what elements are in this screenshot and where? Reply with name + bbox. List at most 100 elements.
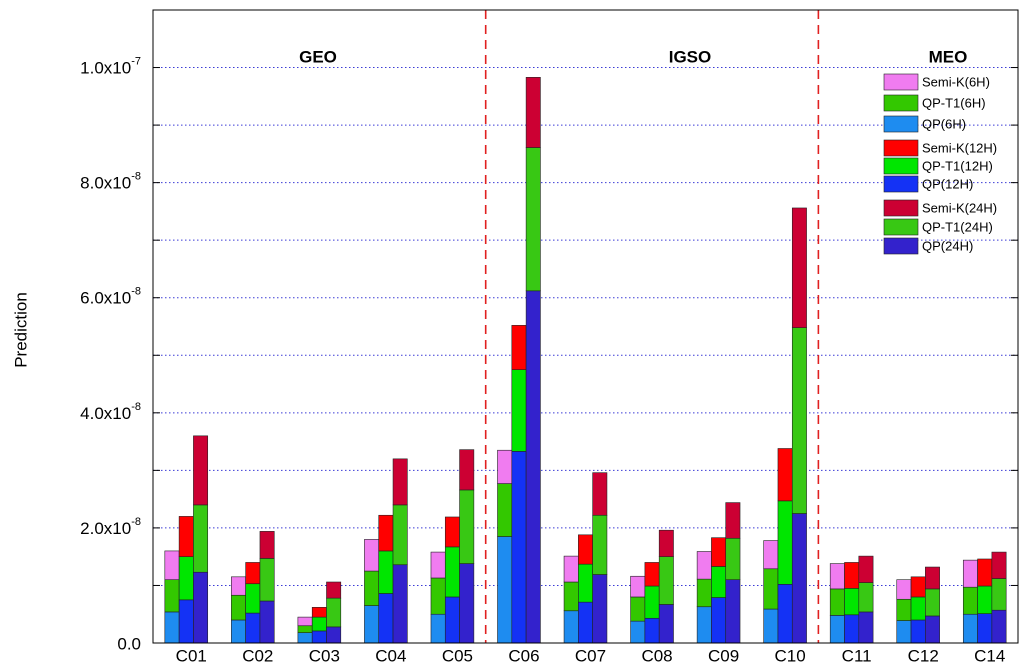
bar-segment bbox=[378, 514, 394, 552]
bar-segment bbox=[459, 449, 475, 491]
legend-swatch bbox=[883, 115, 919, 133]
bar-segment bbox=[658, 556, 674, 605]
bar-segment bbox=[791, 327, 807, 514]
bar-segment bbox=[592, 514, 608, 575]
legend-label: QP(12H) bbox=[922, 176, 973, 191]
bar-segment bbox=[178, 599, 194, 644]
bar-segment bbox=[592, 472, 608, 516]
legend-label: Semi-K(12H) bbox=[922, 140, 997, 155]
bar-segment bbox=[791, 513, 807, 644]
bar-segment bbox=[977, 613, 993, 644]
plot-frame bbox=[152, 9, 1019, 644]
bar-segment bbox=[297, 625, 313, 633]
bar-segment bbox=[364, 570, 380, 606]
bar-segment bbox=[777, 500, 793, 585]
bar-segment bbox=[896, 620, 912, 644]
bar-segment bbox=[259, 600, 275, 644]
bar-segment bbox=[858, 611, 874, 644]
bar-segment bbox=[563, 581, 579, 612]
bar-segment bbox=[193, 571, 209, 644]
bar-segment bbox=[644, 617, 660, 644]
bar-segment bbox=[430, 577, 446, 615]
bar-segment bbox=[763, 568, 779, 610]
bar-segment bbox=[525, 147, 541, 292]
x-tick-label: C01 bbox=[176, 646, 207, 665]
bar-segment bbox=[259, 531, 275, 559]
bar-segment bbox=[578, 563, 593, 603]
legend-label: QP(6H) bbox=[922, 116, 966, 131]
region-label: IGSO bbox=[669, 47, 712, 66]
bar-segment bbox=[991, 609, 1007, 644]
bar-segment bbox=[364, 539, 380, 572]
bar-segment bbox=[711, 537, 727, 567]
legend-label: QP-T1(6H) bbox=[922, 95, 986, 110]
bar-segment bbox=[829, 588, 845, 616]
bar-segment bbox=[962, 586, 978, 615]
x-tick-label: C11 bbox=[842, 646, 872, 665]
legend-swatch bbox=[883, 94, 919, 112]
bar-segment bbox=[297, 632, 313, 644]
legend-swatch bbox=[883, 237, 919, 255]
y-axis-label: Prediction bbox=[11, 292, 30, 368]
legend-label: QP-T1(12H) bbox=[922, 158, 993, 173]
bar-segment bbox=[630, 575, 646, 598]
bar-segment bbox=[910, 619, 926, 644]
bar-segment bbox=[193, 435, 209, 506]
x-tick-label: C12 bbox=[908, 646, 939, 665]
bar-segment bbox=[858, 555, 874, 583]
bar-segment bbox=[977, 558, 993, 587]
y-tick-label: 8.0x10-8 bbox=[80, 171, 141, 194]
bar-segment bbox=[925, 615, 940, 644]
bar-segment bbox=[962, 559, 978, 588]
bar-segment bbox=[430, 613, 446, 644]
x-tick-label: C03 bbox=[309, 646, 340, 665]
bar-segment bbox=[444, 596, 460, 644]
bar-segment bbox=[525, 290, 541, 644]
x-tick-label: C14 bbox=[974, 646, 1005, 665]
bar-segment bbox=[630, 596, 646, 622]
bar-segment bbox=[178, 556, 194, 601]
bar-segment bbox=[245, 612, 261, 644]
region-label: MEO bbox=[929, 47, 968, 66]
bar-segment bbox=[164, 579, 180, 613]
legend-label: Semi-K(6H) bbox=[922, 74, 990, 89]
bar-segment bbox=[725, 579, 741, 644]
bar-segment bbox=[858, 582, 874, 613]
bar-segment bbox=[896, 579, 912, 600]
bar-segment bbox=[326, 626, 342, 644]
bar-segment bbox=[497, 536, 513, 644]
legend-swatch bbox=[883, 73, 919, 91]
bar-segment bbox=[326, 581, 342, 599]
bar-segment bbox=[630, 620, 646, 644]
bar-segment bbox=[164, 611, 180, 644]
bar-segment bbox=[511, 325, 527, 370]
x-tick-label: C02 bbox=[242, 646, 273, 665]
bar-segment bbox=[193, 504, 209, 573]
legend-label: QP-T1(24H) bbox=[922, 219, 993, 234]
bar-segment bbox=[392, 504, 408, 566]
bar-segment bbox=[844, 614, 860, 644]
bar-segment bbox=[497, 483, 513, 537]
bar-segment bbox=[725, 502, 741, 539]
bar-segment bbox=[563, 610, 579, 644]
bar-segment bbox=[245, 583, 261, 614]
legend-label: Semi-K(24H) bbox=[922, 200, 997, 215]
legend-swatch bbox=[883, 199, 919, 217]
legend-swatch bbox=[883, 139, 919, 157]
bar-segment bbox=[459, 489, 475, 564]
bar-segment bbox=[925, 566, 940, 590]
bar-segment bbox=[962, 613, 978, 644]
x-tick-label: C09 bbox=[708, 646, 739, 665]
legend-swatch bbox=[883, 218, 919, 236]
bar-segment bbox=[525, 77, 541, 148]
bar-segment bbox=[763, 540, 779, 570]
bar-segment bbox=[829, 615, 845, 644]
bar-segment bbox=[364, 605, 380, 644]
bar-segment bbox=[696, 551, 712, 580]
y-tick-label: 0.0 bbox=[117, 634, 141, 653]
bar-segment bbox=[644, 562, 660, 587]
bar-segment bbox=[910, 576, 926, 598]
bar-segment bbox=[777, 584, 793, 644]
region-label: GEO bbox=[299, 47, 337, 66]
